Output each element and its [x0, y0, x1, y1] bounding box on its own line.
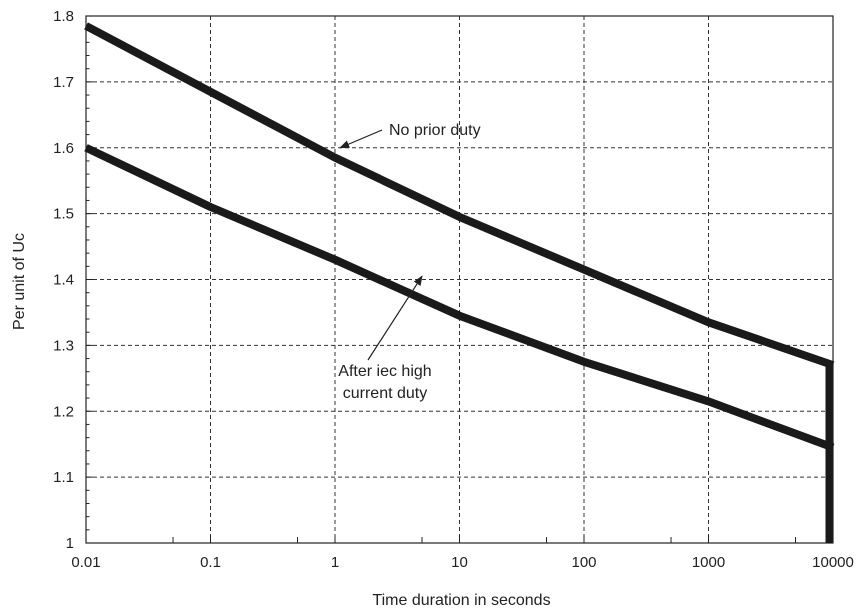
- x-tick-labels: 0.01 0.1 1 10 100 1000 10000: [71, 554, 853, 571]
- annotation-text: No prior duty: [389, 122, 481, 139]
- x-tick-label: 10: [451, 554, 468, 571]
- x-tick-label: 10000: [812, 554, 854, 571]
- y-tick-label: 1.3: [53, 337, 74, 354]
- annotation-text: After iec high: [338, 363, 431, 380]
- y-tick-label: 1.8: [53, 8, 74, 25]
- annotation-arrow: [339, 129, 383, 149]
- series-layer: [84, 22, 835, 543]
- annotation-text: current duty: [343, 385, 427, 402]
- annotation-layer: No prior duty After iec high current duty: [338, 122, 480, 402]
- y-tick-label: 1.2: [53, 403, 74, 420]
- x-axis-label: Time duration in seconds: [372, 592, 550, 609]
- y-tick-label: 1.6: [53, 140, 74, 157]
- y-tick-label: 1.4: [53, 272, 74, 289]
- series-line-1: [84, 22, 835, 369]
- plot-frame: [85, 15, 834, 544]
- x-tick-label: 0.1: [200, 554, 221, 571]
- y-tick-label: 1.5: [53, 206, 74, 223]
- y-tick-labels: 1 1.1 1.2 1.3 1.4 1.5 1.6 1.7 1.8: [53, 8, 74, 552]
- y-tick-label: 1: [66, 535, 74, 552]
- x-tick-label: 1: [331, 554, 339, 571]
- y-tick-label: 1.1: [53, 469, 74, 486]
- annotation-arrow: [367, 275, 423, 361]
- series-line-2: [84, 144, 835, 452]
- y-axis-label: Per unit of Uc: [11, 233, 28, 330]
- x-tick-label: 0.01: [71, 554, 100, 571]
- y-tick-label: 1.7: [53, 74, 74, 91]
- x-tick-label: 100: [571, 554, 596, 571]
- x-tick-label: 1000: [692, 554, 725, 571]
